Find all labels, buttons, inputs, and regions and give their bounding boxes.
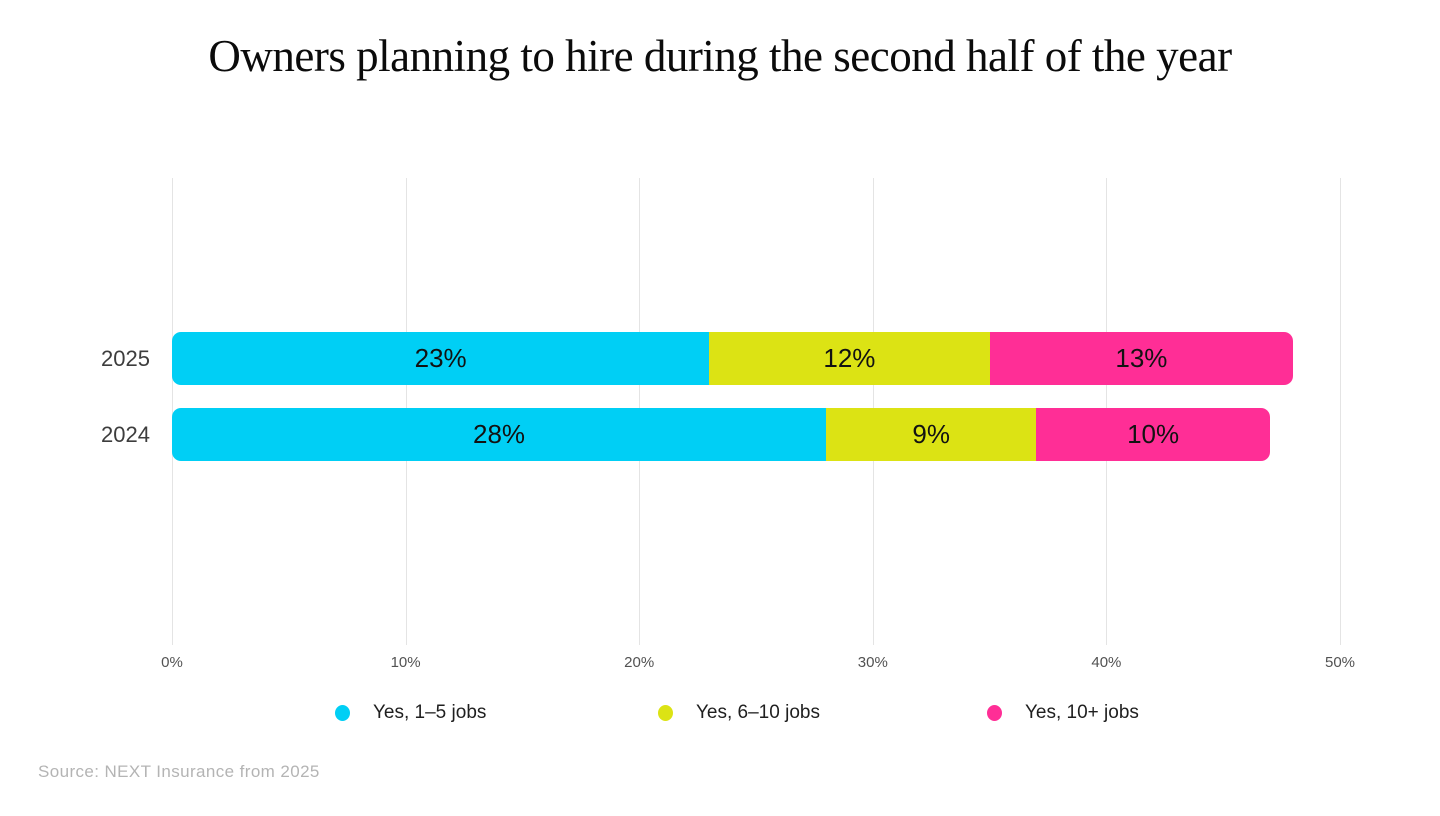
- bar-segment[interactable]: 10%: [1036, 408, 1270, 461]
- legend-dot-icon: [658, 705, 673, 721]
- bar-value-label: 9%: [912, 419, 950, 449]
- bar-row-2025: 23% 12% 13%: [172, 332, 1294, 385]
- y-axis-category-label: 2025: [101, 346, 150, 371]
- x-axis-tick-label: 40%: [1091, 654, 1122, 671]
- legend: Yes, 1–5 jobs Yes, 6–10 jobs Yes, 10+ jobs: [0, 702, 1440, 726]
- bar-value-label: 28%: [473, 419, 526, 449]
- y-axis-category-label: 2024: [101, 422, 150, 447]
- bar-segment[interactable]: 13%: [989, 332, 1294, 385]
- chart-title: Owners planning to hire during the secon…: [208, 31, 1232, 81]
- bar-value-label: 13%: [1115, 343, 1168, 373]
- legend-item[interactable]: Yes, 10+ jobs: [987, 702, 1139, 724]
- legend-dot-icon: [987, 705, 1002, 721]
- x-axis-tick-label: 30%: [857, 654, 888, 671]
- plot-area: 0% 10% 20% 30% 40% 50% 2025 23% 12% 13% 2024 28% 9% 1…: [101, 178, 1355, 671]
- x-axis-tick-label: 0%: [161, 654, 183, 671]
- x-axis-tick-label: 10%: [390, 654, 421, 671]
- x-axis-tick-label: 50%: [1324, 654, 1356, 671]
- legend-label: Yes, 10+ jobs: [1025, 702, 1139, 723]
- legend-label: Yes, 6–10 jobs: [696, 702, 820, 723]
- bar-segment[interactable]: 12%: [709, 332, 990, 385]
- bar-value-label: 12%: [823, 343, 876, 373]
- bar-value-label: 23%: [414, 343, 467, 373]
- legend-dot-icon: [335, 705, 350, 721]
- source-note: Source: NEXT Insurance from 2025: [38, 762, 320, 781]
- bar-segment[interactable]: 28%: [172, 408, 827, 461]
- gridline: [1340, 178, 1341, 645]
- legend-item[interactable]: Yes, 1–5 jobs: [335, 702, 486, 724]
- legend-label: Yes, 1–5 jobs: [373, 702, 487, 723]
- bar-segment[interactable]: 9%: [826, 408, 1037, 461]
- bar-value-label: 10%: [1127, 419, 1180, 449]
- bar-row-2024: 28% 9% 10%: [172, 408, 1270, 461]
- legend-item[interactable]: Yes, 6–10 jobs: [658, 702, 820, 724]
- bar-segment[interactable]: 23%: [172, 332, 710, 385]
- x-axis-tick-label: 20%: [624, 654, 655, 671]
